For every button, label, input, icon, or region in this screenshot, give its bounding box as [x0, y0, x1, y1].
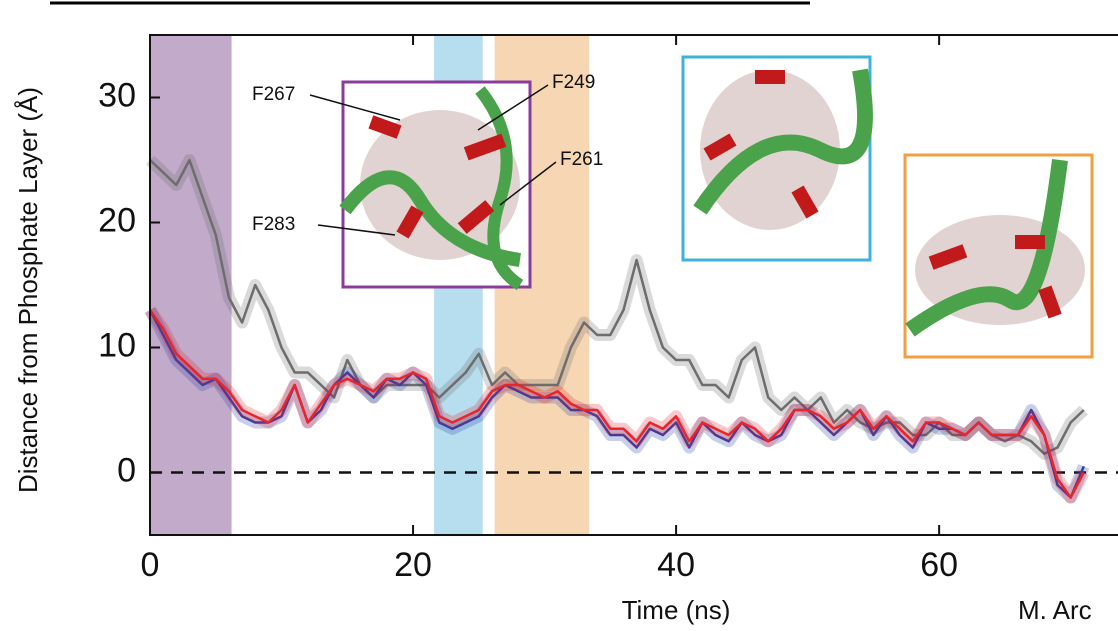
y-axis-label: Distance from Phosphate Layer (Å) [13, 87, 43, 493]
plot-frame [149, 34, 1118, 536]
x-tick-label: 60 [920, 546, 958, 584]
ticks: 0 20 40 60 0 10 20 30 [98, 35, 958, 584]
inset-orange [903, 153, 1094, 359]
lines [144, 154, 1118, 504]
x-axis-label: Time (ns) [622, 595, 731, 625]
y-tick-label: 20 [98, 201, 136, 239]
y-tick-label: 10 [98, 326, 136, 364]
y-tick-label: 0 [117, 451, 136, 489]
annotation: F261 [560, 149, 603, 170]
inset-purple [339, 80, 532, 291]
shaded-region [150, 35, 232, 535]
annotation-leaders [309, 84, 557, 236]
inset-blue [681, 55, 873, 262]
annotation: F249 [552, 72, 595, 93]
y-tick-label: 30 [98, 76, 136, 114]
credit: M. Arc [1018, 595, 1092, 625]
x-tick-label: 0 [141, 546, 160, 584]
annotation: F283 [252, 214, 295, 235]
x-tick-label: 20 [394, 546, 432, 584]
x-tick-label: 40 [657, 546, 695, 584]
annotation: F267 [252, 84, 295, 105]
line [149, 158, 1085, 456]
line [148, 309, 1085, 499]
